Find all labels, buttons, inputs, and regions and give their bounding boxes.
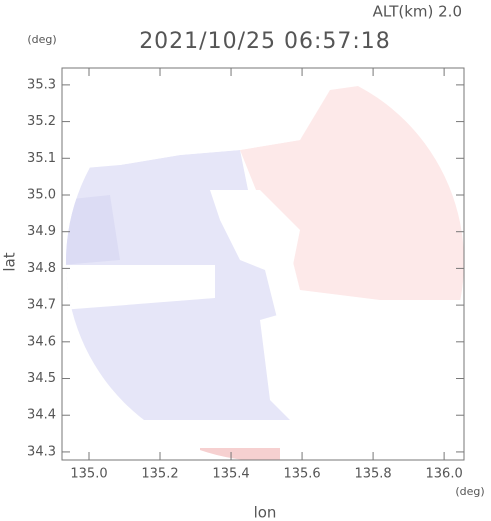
y-tick-label: 34.3 — [27, 444, 56, 459]
y-tick-label: 34.9 — [27, 224, 56, 239]
y-tick-label: 34.5 — [27, 371, 56, 386]
x-tick-label: 135.6 — [283, 467, 320, 482]
chart-title: 2021/10/25 06:57:18 — [139, 29, 391, 54]
y-tick-label: 35.0 — [27, 187, 56, 202]
y-axis-label: lat — [1, 252, 19, 271]
x-unit: (deg) — [455, 485, 484, 498]
radar-field — [66, 68, 464, 460]
x-tick-label: 135.8 — [354, 467, 391, 482]
x-axis-label: lon — [254, 504, 277, 521]
subtitle: ALT(km) 2.0 — [373, 3, 462, 21]
y-tick-label: 34.6 — [27, 334, 56, 349]
x-tick-label: 135.2 — [141, 467, 178, 482]
plot-frame — [61, 67, 465, 461]
y-tick-label: 34.8 — [27, 261, 56, 276]
x-tick-label: 135.4 — [212, 467, 249, 482]
y-tick-label: 34.4 — [27, 408, 56, 423]
y-tick-label: 34.7 — [27, 298, 56, 313]
y-tick-label: 35.3 — [27, 77, 56, 92]
y-tick-label: 35.2 — [27, 114, 56, 129]
x-tick-label: 136.0 — [426, 467, 463, 482]
y-unit: (deg) — [27, 33, 56, 46]
x-tick-label: 135.0 — [70, 467, 107, 482]
y-tick-label: 35.1 — [27, 151, 56, 166]
